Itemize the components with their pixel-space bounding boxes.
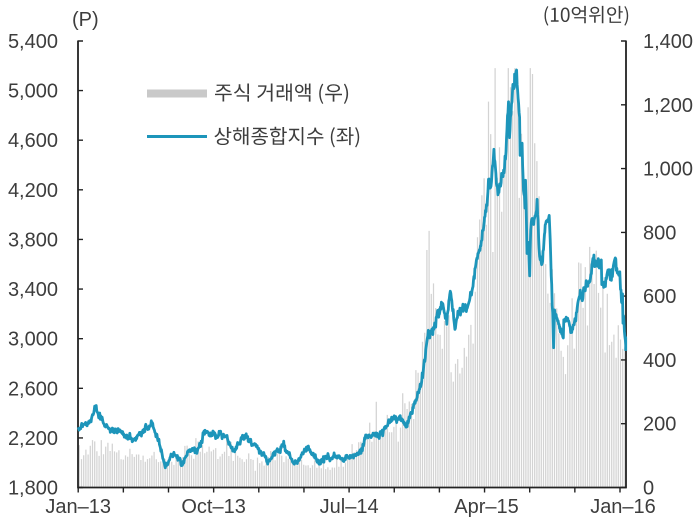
svg-text:Apr–15: Apr–15 — [454, 496, 519, 518]
svg-text:4,600: 4,600 — [8, 130, 58, 152]
svg-text:0: 0 — [643, 478, 654, 500]
svg-text:Oct–13: Oct–13 — [181, 496, 245, 518]
svg-text:200: 200 — [643, 414, 676, 436]
svg-text:5,000: 5,000 — [8, 81, 58, 103]
svg-text:600: 600 — [643, 286, 676, 308]
svg-text:4,200: 4,200 — [8, 180, 58, 202]
svg-text:1,800: 1,800 — [8, 478, 58, 500]
svg-text:1,000: 1,000 — [643, 159, 693, 181]
svg-text:Jul–14: Jul–14 — [320, 496, 379, 518]
svg-text:5,400: 5,400 — [8, 31, 58, 53]
svg-text:2,200: 2,200 — [8, 428, 58, 450]
svg-text:Jan–13: Jan–13 — [45, 496, 111, 518]
svg-text:1,200: 1,200 — [643, 95, 693, 117]
svg-text:3,800: 3,800 — [8, 229, 58, 251]
svg-text:Jan–16: Jan–16 — [590, 496, 656, 518]
svg-text:3,000: 3,000 — [8, 329, 58, 351]
svg-text:400: 400 — [643, 350, 676, 372]
svg-text:2,600: 2,600 — [8, 378, 58, 400]
svg-text:3,400: 3,400 — [8, 279, 58, 301]
svg-text:(P): (P) — [72, 9, 99, 31]
svg-text:800: 800 — [643, 222, 676, 244]
svg-text:1,400: 1,400 — [643, 31, 693, 53]
